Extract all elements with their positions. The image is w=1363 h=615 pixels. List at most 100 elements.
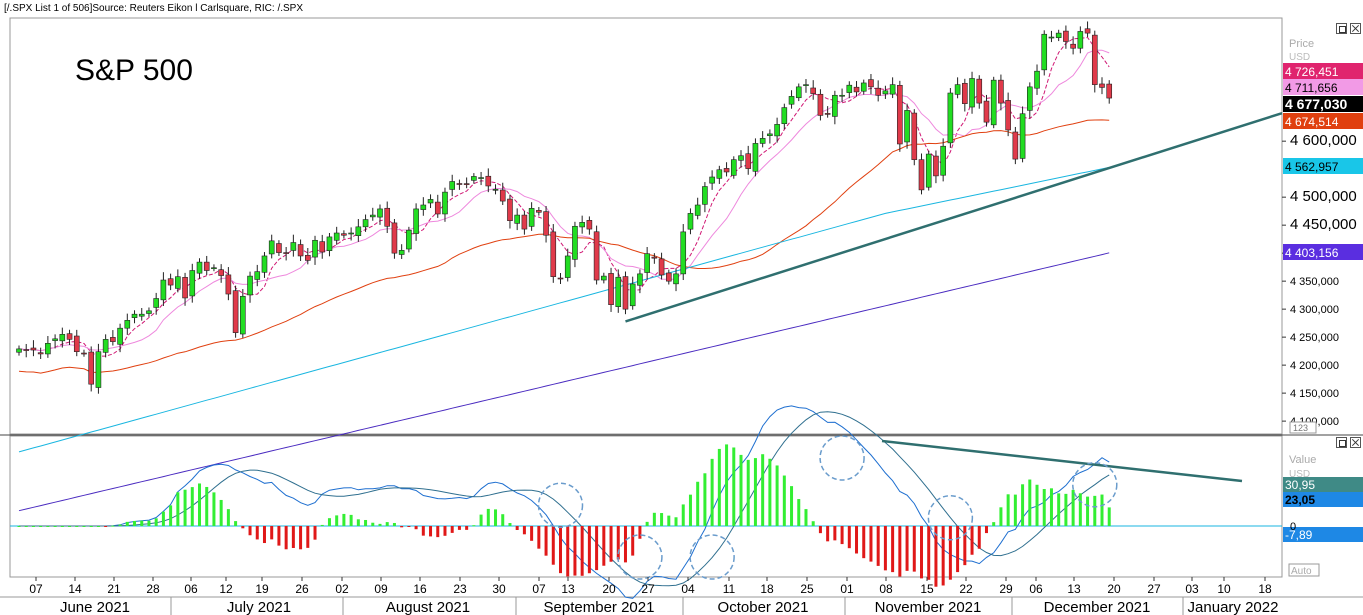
candle-up [117,327,123,345]
candle-up [138,313,145,317]
candle-down [88,351,94,385]
x-tick-label: 27 [641,582,655,596]
macd-histogram-bar [313,526,317,540]
macd-histogram-bar [970,526,974,555]
candle-up [1077,31,1084,49]
price-value-badge [1283,79,1363,95]
candle-up [369,214,376,218]
candle-down [319,241,326,253]
macd-histogram-bar [522,526,526,535]
x-tick-label: 13 [1067,582,1081,596]
crossover-highlight-circle [1072,461,1118,508]
candle-up [442,191,448,215]
macd-histogram-bar [956,526,960,573]
scale-badge: 123 [1293,423,1308,433]
candle-up [348,232,354,235]
macd-histogram-bar [818,526,822,534]
macd-histogram-bar [826,526,830,542]
macd-histogram-bar [652,512,656,526]
x-tick-label: 28 [146,582,160,596]
x-tick-label: 06 [1029,582,1043,596]
macd-histogram-bar [190,487,194,526]
x-tick-label: 13 [561,582,575,596]
x-tick-label: 25 [800,582,814,596]
ma-medium-line [18,49,1110,352]
macd-histogram-bar [299,526,303,550]
candle-up [954,84,961,95]
price-panel-restore-button[interactable] [1336,23,1347,34]
y-tick-label: 4 600,000 [1290,132,1357,149]
macd-histogram-bar [623,526,627,563]
candle-down [182,277,188,299]
price-value-label: 4 711,656 [1285,81,1338,95]
macd-histogram-bar [400,526,404,528]
macd-histogram-bar [768,458,772,526]
macd-histogram-bar [1107,507,1111,526]
candle-up [644,253,650,273]
macd-histogram-bar [1086,496,1090,526]
month-label: September 2021 [544,599,655,615]
indicator-panel-close-button[interactable] [1350,437,1361,448]
ma-200-line [18,252,1110,512]
candle-down [110,337,116,342]
macd-histogram-bar [494,509,498,526]
candle-up [413,208,419,234]
month-label: October 2021 [718,599,809,615]
candle-down [1005,100,1011,131]
candle-up [514,214,520,224]
candle-up [601,275,607,281]
candle-up [730,159,737,176]
candle-up [1019,113,1026,159]
candle-up [774,124,780,137]
candle-down [557,277,564,280]
candle-down [507,198,513,221]
macd-histogram-bar [811,521,815,526]
macd-histogram-bar [284,526,288,550]
macd-histogram-bar [508,523,512,526]
macd-histogram-bar [96,526,100,527]
candle-down [1099,83,1105,88]
macd-histogram-bar [1071,489,1075,526]
indicator-value-badge [1283,492,1363,507]
macd-histogram-bar [198,483,201,526]
candle-up [355,226,362,236]
scale-badge-box [1289,421,1317,434]
candle-down [998,79,1004,104]
macd-histogram-bar [125,521,129,526]
x-tick-label: 20 [1107,582,1121,596]
candle-down [658,258,665,276]
macd-histogram-bar [869,526,873,562]
macd-histogram-bar [1035,484,1039,526]
indicator-panel-restore-button[interactable] [1336,437,1347,448]
macd-histogram-bar [703,473,707,526]
y-tick-label: 4 150,000 [1290,388,1339,400]
candle-up [969,78,975,108]
macd-histogram-bar [335,515,339,526]
candle-up [326,236,333,251]
candle-down [536,210,542,213]
candle-down [37,352,44,355]
y-tick-label: 4 250,000 [1290,332,1339,344]
indicator-axis-unit: USD [1289,469,1310,480]
macd-histogram-bar [75,526,79,527]
macd-histogram-bar [241,526,245,529]
price-panel-close-button[interactable] [1350,23,1361,34]
price-support-trendline [625,111,1283,323]
candle-down [976,78,983,104]
candle-up [702,186,708,205]
macd-histogram-bar [501,514,505,526]
candle-up [146,310,152,314]
candle-up [637,273,643,286]
macd-histogram-bar [855,526,859,554]
candle-up [478,177,484,179]
candle-up [846,84,853,93]
candle-up [882,90,889,95]
x-tick-label: 18 [760,582,774,596]
macd-histogram-bar [833,526,837,541]
month-label: August 2021 [386,599,470,615]
candle-down [933,155,939,177]
x-tick-label: 07 [532,582,546,596]
x-tick-label: 20 [602,582,616,596]
y-tick-label: 4 500,000 [1290,188,1357,205]
auto-scale-label: Auto [1291,566,1312,577]
